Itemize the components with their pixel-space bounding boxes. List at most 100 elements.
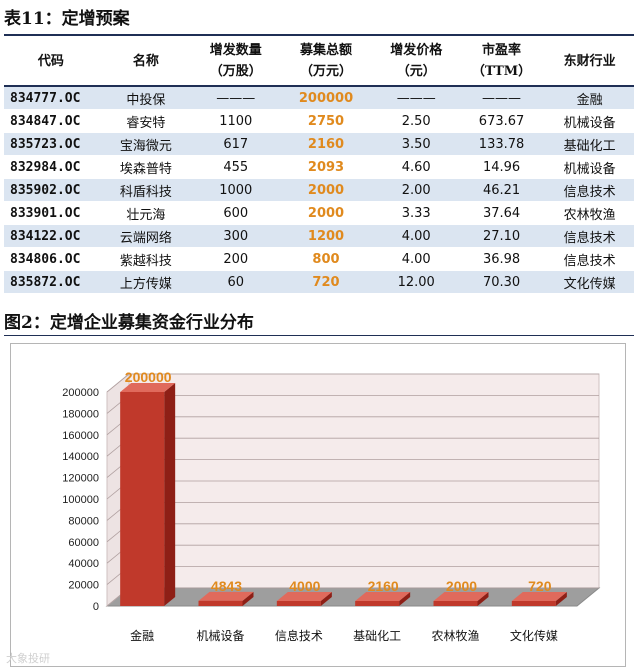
data-label: 2000 (446, 578, 477, 594)
table-cell: 133.78 (457, 132, 546, 156)
column-header-unit: （万股） (209, 64, 262, 79)
table-cell: 46.21 (457, 178, 546, 202)
x-tick-label: 金融 (130, 628, 154, 643)
table-cell: 200 (194, 247, 278, 271)
table-cell: 云端网络 (97, 224, 195, 248)
column-header-label: 增发数量 (209, 43, 262, 58)
table-cell: 617 (194, 132, 278, 156)
table-cell: 4.00 (374, 224, 458, 248)
table-cell: 834847.OC (4, 109, 98, 133)
table-cell: 37.64 (457, 201, 546, 225)
table-cell: 机械设备 (545, 109, 634, 133)
table-cell: 4.00 (374, 247, 458, 271)
table-cell: 834777.OC (4, 86, 98, 110)
table-cell: 835872.OC (4, 270, 98, 294)
table-cell: 紫越科技 (97, 247, 195, 271)
table-row: 834777.OC 中投保 ——— 200000 ——— ——— 金融 (4, 86, 634, 110)
table-cell: 金融 (545, 86, 634, 110)
table-cell: 信息技术 (545, 247, 634, 271)
table-cell: 机械设备 (545, 155, 634, 179)
data-label: 2160 (368, 578, 399, 594)
bar-top (433, 592, 489, 601)
bar-side (164, 383, 176, 606)
table-cell: 2160 (277, 132, 375, 156)
table-cell: 信息技术 (545, 224, 634, 248)
column-header-unit: （万元） (299, 64, 352, 79)
column-header-label: 代码 (37, 53, 64, 69)
column-header-label: 市盈率 (482, 43, 522, 58)
y-tick-label: 140000 (62, 451, 99, 463)
table-cell: 27.10 (457, 224, 546, 248)
column-header-unit: （元） (396, 64, 436, 79)
data-label: 720 (528, 578, 552, 594)
figure-title: 图2：定增企业募集资金行业分布 (4, 313, 254, 333)
table-cell: 2.00 (374, 178, 458, 202)
column-header: 名称 (97, 37, 195, 87)
x-tick-label: 信息技术 (275, 628, 323, 643)
table-cell: 833901.OC (4, 201, 98, 225)
y-tick-label: 80000 (68, 515, 99, 527)
table-row: 832984.OC 埃森普特 455 2093 4.60 14.96 机械设备 (4, 155, 634, 179)
bar (198, 600, 243, 606)
table-cell: 834806.OC (4, 247, 98, 271)
column-header-label: 东财行业 (563, 53, 616, 69)
table-row: 835872.OC 上方传媒 60 720 12.00 70.30 文化传媒 (4, 270, 634, 294)
table-cell: 832984.OC (4, 155, 98, 179)
table-cell: 1000 (194, 178, 278, 202)
bar-side (555, 592, 567, 606)
table-body: 834777.OC 中投保 ——— 200000 ——— ——— 金融 834847.OC 睿安… (4, 86, 634, 294)
gridline (106, 373, 599, 393)
table-cell: 12.00 (374, 270, 458, 294)
column-header-label: 募集总额 (299, 43, 352, 58)
y-tick-label: 60000 (68, 537, 99, 549)
bar-top (276, 592, 332, 601)
x-tick-label: 农林牧渔 (431, 629, 479, 643)
table-cell: 835723.OC (4, 132, 98, 156)
table-cell: ——— (457, 86, 546, 110)
table-cell: 720 (277, 270, 375, 294)
table-cell: 壮元海 (97, 201, 195, 225)
bar-top (355, 592, 411, 601)
bar (355, 601, 400, 606)
table-cell: 14.96 (457, 155, 546, 179)
bar-side (320, 592, 332, 606)
bar-side (399, 592, 411, 606)
column-header: 募集总额 （万元） (277, 37, 375, 87)
table-cell: 300 (194, 224, 278, 248)
table-cell: 中投保 (97, 86, 195, 110)
data-label: 200000 (125, 369, 172, 385)
table-row: 834847.OC 睿安特 1100 2750 2.50 673.67 机械设备 (4, 109, 634, 133)
table-cell: 4.60 (374, 155, 458, 179)
bar-top (198, 591, 254, 601)
column-header: 东财行业 (545, 37, 634, 87)
bar (276, 601, 321, 606)
table-cell: 基础化工 (545, 132, 634, 156)
watermark: 大象投研 (6, 652, 50, 665)
data-label: 4843 (211, 578, 242, 594)
table-cell: 宝海微元 (97, 132, 195, 156)
column-header-label: 增发价格 (390, 43, 443, 58)
column-header: 代码 (4, 37, 98, 87)
table-cell: 1100 (194, 109, 278, 133)
y-tick-label: 180000 (62, 408, 99, 420)
bar (511, 601, 556, 606)
column-header-label: 名称 (132, 53, 159, 69)
table-row: 835902.OC 科盾科技 1000 2000 2.00 46.21 信息技术 (4, 178, 634, 202)
table-cell: 60 (194, 270, 278, 294)
column-header: 增发价格 （元） (374, 37, 458, 87)
table-cell: 1200 (277, 224, 375, 248)
table-cell: 2750 (277, 109, 375, 133)
table-cell: ——— (374, 86, 458, 110)
table-cell: 文化传媒 (545, 270, 634, 294)
x-tick-label: 机械设备 (196, 628, 244, 643)
table-cell: 2093 (277, 155, 375, 179)
x-tick-label: 基础化工 (353, 629, 401, 643)
table-row: 834122.OC 云端网络 300 1200 4.00 27.10 信息技术 (4, 224, 634, 248)
table-cell: 834122.OC (4, 224, 98, 248)
table-cell: 835902.OC (4, 178, 98, 202)
table-cell: 农林牧渔 (545, 201, 634, 225)
column-header-unit: （TTM） (471, 64, 532, 79)
table-cell: 2.50 (374, 109, 458, 133)
table-cell: 3.33 (374, 201, 458, 225)
bar (120, 392, 165, 606)
